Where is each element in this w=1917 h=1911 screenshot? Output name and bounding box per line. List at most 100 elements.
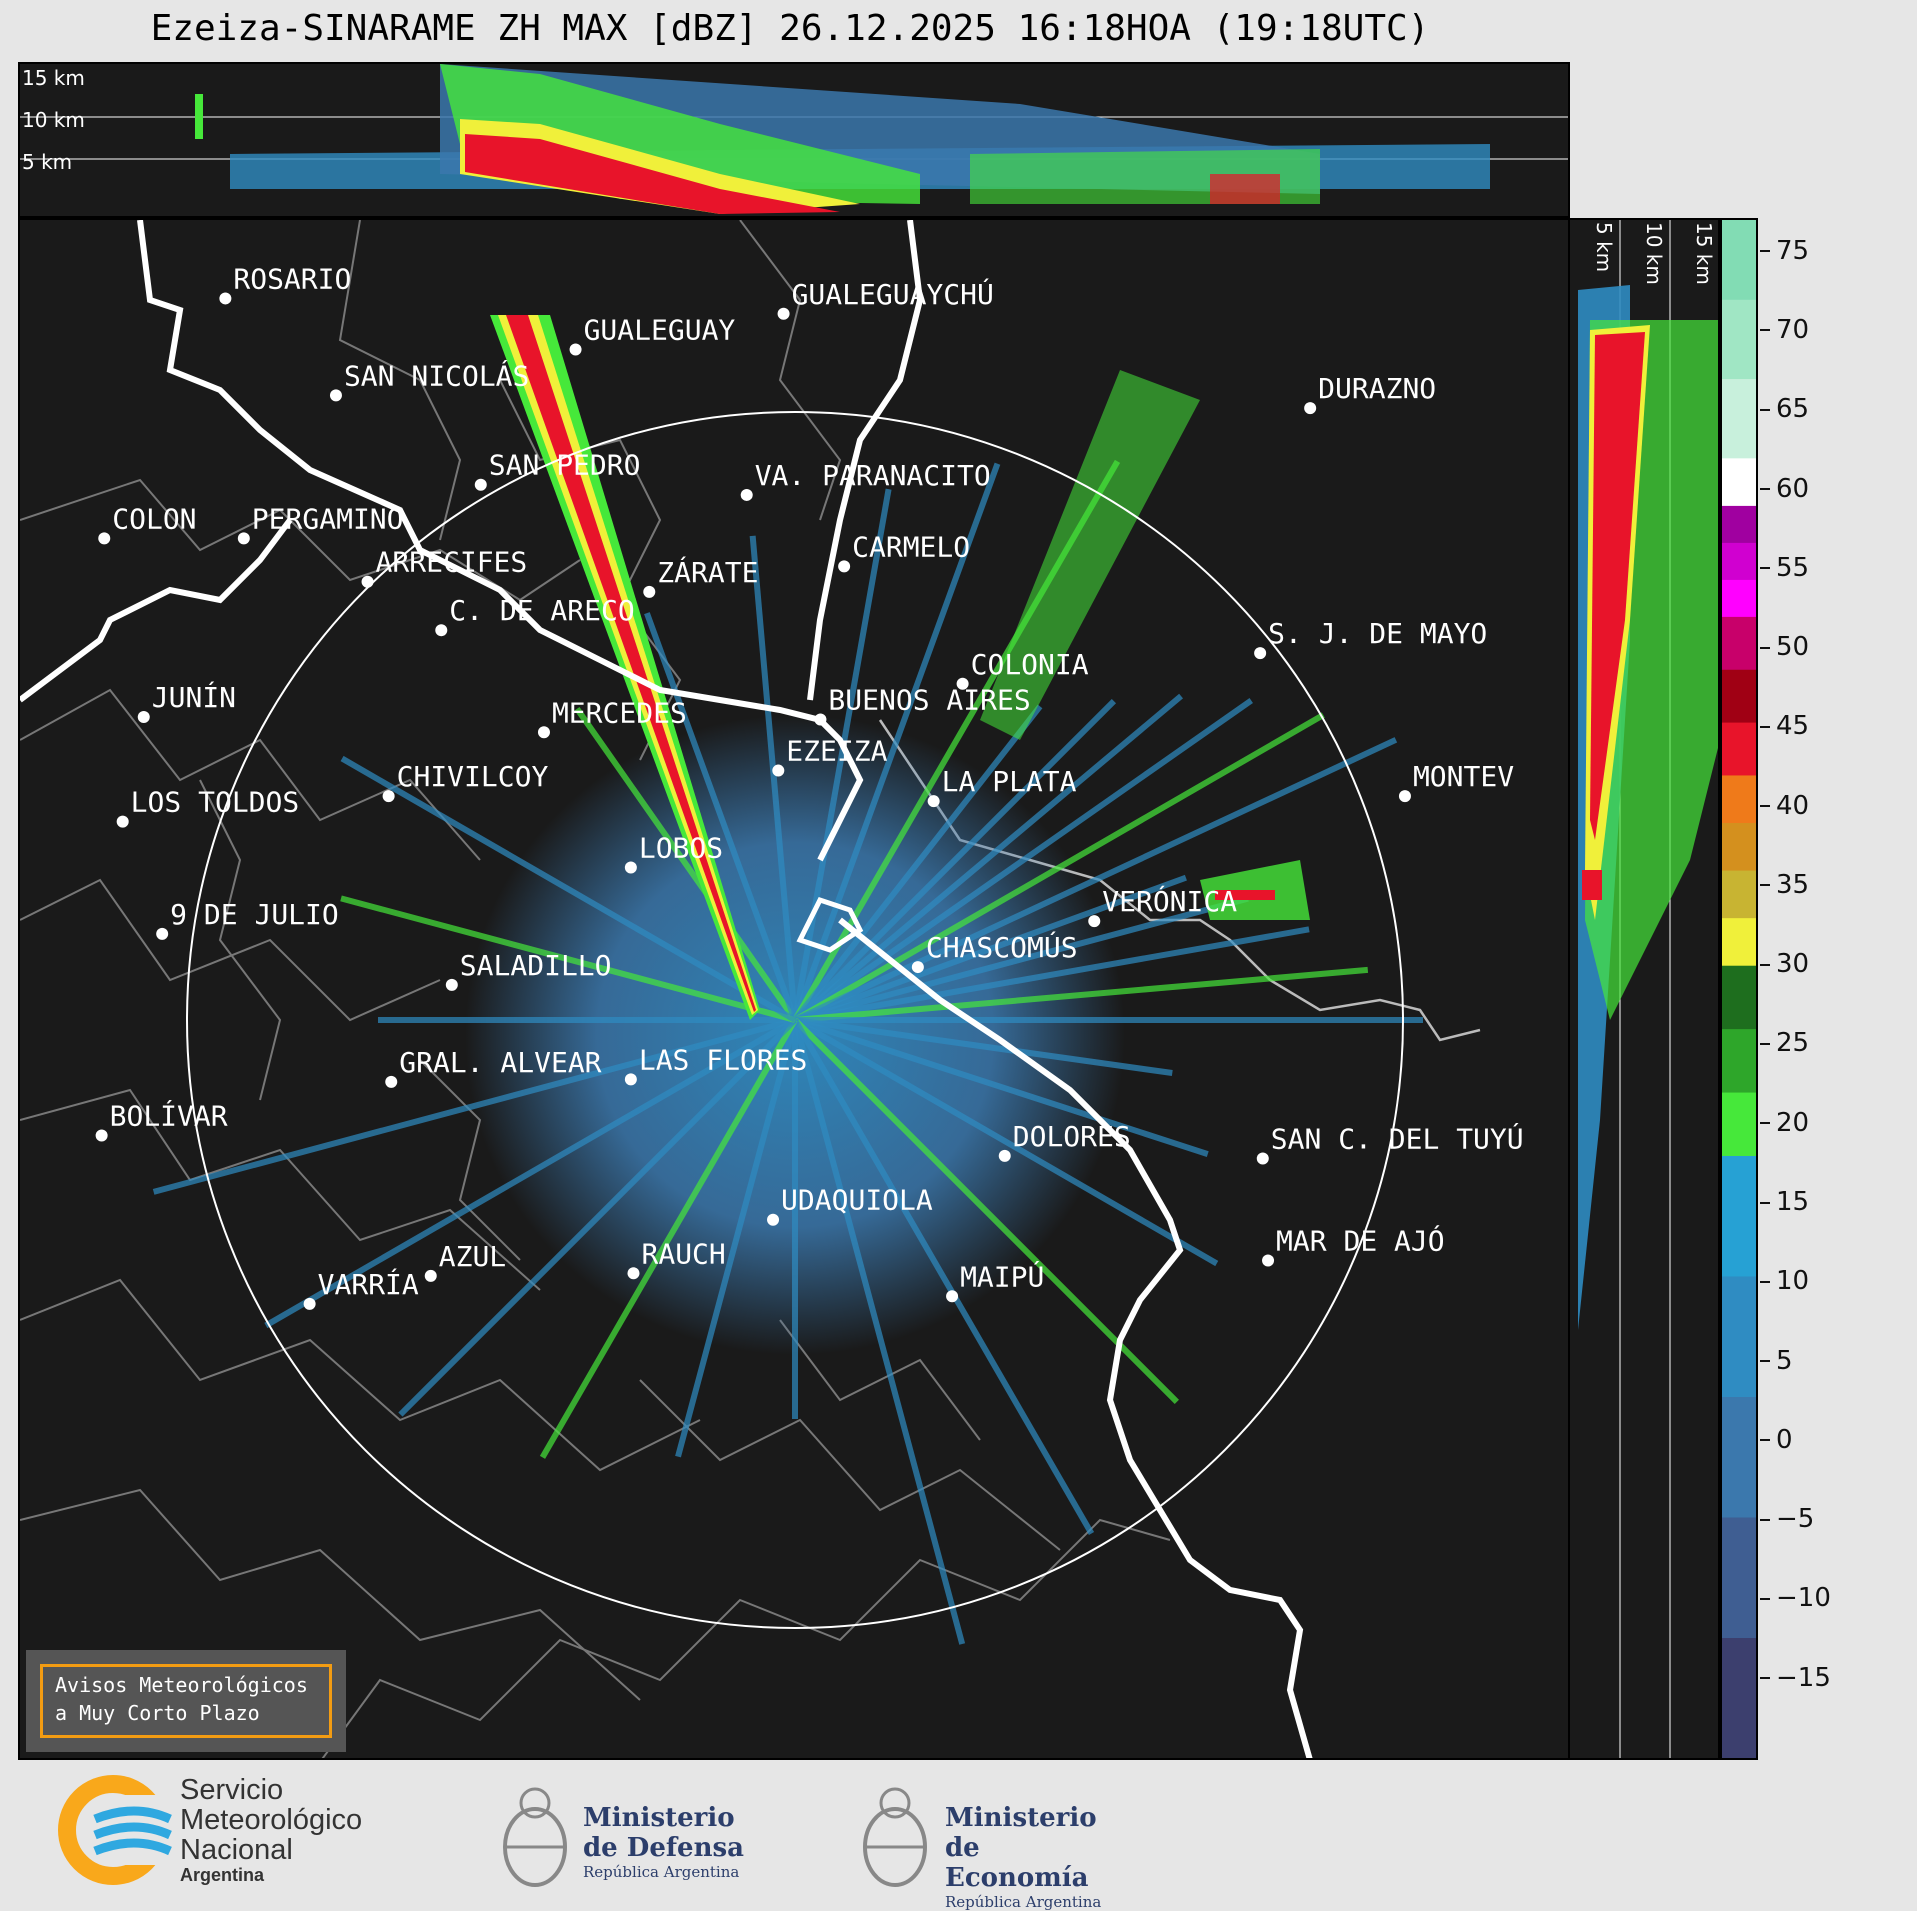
side-alt-label-15km: 15 km (1692, 222, 1716, 285)
colorbar-band (1722, 722, 1756, 776)
city-label: UDAQUIOLA (781, 1184, 933, 1217)
city-marker (137, 710, 150, 723)
colorbar-tick: 10 (1760, 1266, 1809, 1296)
city-marker (569, 343, 582, 356)
colorbar-tick-label: 70 (1776, 314, 1810, 345)
city-label: 9 DE JULIO (170, 898, 339, 931)
colorbar-band (1722, 1155, 1756, 1277)
colorbar-tick-label: 15 (1776, 1187, 1810, 1218)
alert-line-2: a Muy Corto Plazo (55, 1701, 260, 1725)
city-label: VA. PARANACITO (755, 459, 991, 492)
city-label: BUENOS AIRES (828, 684, 1030, 717)
colorbar-tick: 25 (1760, 1028, 1809, 1058)
city-marker (1262, 1254, 1275, 1267)
colorbar-tick: 20 (1760, 1108, 1809, 1138)
city-label: GUALEGUAYCHÚ (792, 277, 994, 311)
city-marker (777, 307, 790, 320)
city-label: CARMELO (852, 530, 970, 563)
city-label: CHIVILCOY (397, 760, 549, 793)
coat-of-arms-icon (503, 1787, 567, 1887)
alt-label-5km: 5 km (22, 150, 73, 174)
colorbar-tick-label: 60 (1776, 473, 1810, 504)
colorbar-band (1722, 917, 1756, 966)
colorbar-tick: −5 (1760, 1504, 1814, 1534)
colorbar-tick-label: 45 (1776, 711, 1810, 742)
colorbar-tick: 45 (1760, 711, 1809, 741)
colorbar-tick-label: 65 (1776, 394, 1810, 425)
city-label: GUALEGUAY (584, 313, 736, 346)
colorbar-tick: 0 (1760, 1425, 1793, 1455)
city-label: MERCEDES (552, 696, 687, 729)
city-marker (95, 1129, 108, 1142)
city-label: CHASCOMÚS (926, 930, 1078, 964)
economia-line-1: Ministerio (945, 1803, 1097, 1833)
colorbar-tick: 55 (1760, 553, 1809, 583)
smn-logo: Servicio Meteorológico Nacional Argentin… (55, 1775, 395, 1895)
top-cross-section-plot (20, 64, 1568, 214)
alt-label-10km: 10 km (22, 108, 85, 132)
city-label: GRAL. ALVEAR (399, 1046, 601, 1079)
colorbar-band (1722, 1275, 1756, 1397)
side-alt-label-10km: 10 km (1642, 222, 1666, 285)
defensa-line-3: República Argentina (583, 1863, 740, 1881)
colorbar-tick-label: −10 (1776, 1583, 1831, 1614)
colorbar-band (1722, 505, 1756, 543)
city-label: ARRECIFES (376, 546, 528, 579)
city-label: C. DE ARECO (449, 594, 634, 627)
side-cross-section: 5 km 10 km 15 km (1568, 218, 1720, 1760)
smn-line-3: Nacional (180, 1834, 293, 1866)
colorbar-bands (1722, 220, 1756, 1759)
colorbar-tick-label: 25 (1776, 1028, 1810, 1059)
colorbar-band (1722, 1092, 1756, 1156)
smn-line-2: Meteorológico (180, 1804, 363, 1836)
alert-box[interactable]: Avisos Meteorológicos a Muy Corto Plazo (26, 1650, 346, 1752)
colorbar-band (1722, 542, 1756, 580)
city-label: JUNÍN (152, 680, 236, 714)
city-marker (1256, 1152, 1269, 1165)
city-marker (382, 790, 395, 803)
city-marker (156, 927, 169, 940)
colorbar-tick-label: 0 (1776, 1424, 1793, 1455)
coat-of-arms-icon (863, 1787, 927, 1887)
city-label: VERÓNICA (1102, 884, 1237, 918)
colorbar-tick: 65 (1760, 394, 1809, 424)
city-label: EZEIZA (786, 735, 887, 768)
city-marker (116, 815, 129, 828)
city-marker (998, 1149, 1011, 1162)
city-marker (911, 961, 924, 974)
colorbar-band (1722, 1637, 1756, 1759)
top-cross-section: 15 km 10 km 5 km (18, 62, 1570, 218)
city-label: COLON (112, 502, 196, 535)
colorbar-band (1722, 299, 1756, 380)
colorbar-tick: 50 (1760, 632, 1809, 662)
city-marker (303, 1297, 316, 1310)
city-marker (98, 532, 111, 545)
city-label: VARRÍA (318, 1267, 419, 1301)
city-marker (1304, 402, 1317, 415)
colorbar-tick-label: −15 (1776, 1662, 1831, 1693)
city-marker (237, 532, 250, 545)
city-label: SAN C. DEL TUYÚ (1271, 1121, 1524, 1155)
colorbar-tick-label: −5 (1776, 1504, 1815, 1535)
city-label: DOLORES (1013, 1120, 1131, 1153)
city-marker (219, 292, 232, 305)
city-marker (1088, 915, 1101, 928)
city-marker (435, 624, 448, 637)
city-marker (740, 488, 753, 501)
colorbar-band (1722, 1028, 1756, 1093)
city-marker (537, 726, 550, 739)
city-label: MAIPÚ (960, 1259, 1044, 1293)
city-label: LA PLATA (942, 765, 1077, 798)
city-marker (424, 1269, 437, 1282)
city-marker (814, 713, 827, 726)
city-marker (329, 389, 342, 402)
city-marker (956, 677, 969, 690)
colorbar-band (1722, 220, 1756, 300)
colorbar-band (1722, 774, 1756, 824)
city-marker (445, 978, 458, 991)
city-label: SAN PEDRO (489, 449, 641, 482)
colorbar-tick: 15 (1760, 1187, 1809, 1217)
radar-map-canvas: ROSARIO GUALEGUAYCHÚ GUALEGUAY SAN NICOLÁS D… (20, 220, 1524, 1758)
city-marker (643, 585, 656, 598)
defensa-logo: Ministerio de Defensa República Argentin… (495, 1775, 755, 1895)
